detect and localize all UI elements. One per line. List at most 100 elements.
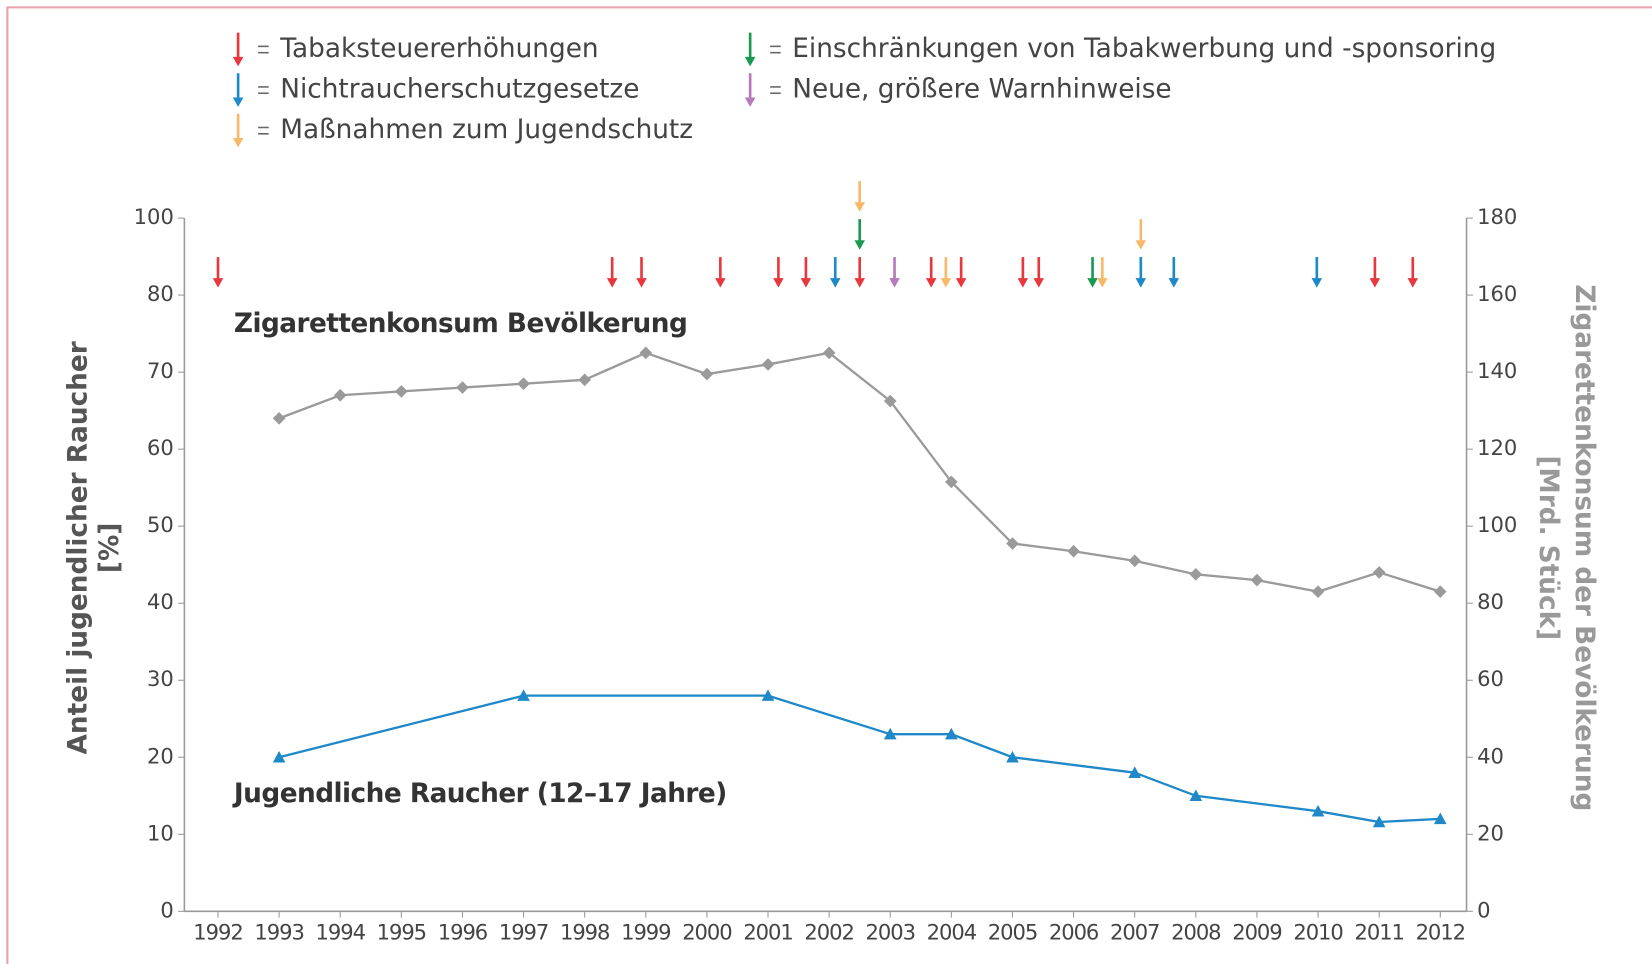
data-point bbox=[333, 388, 347, 402]
y2-tick-label: 160 bbox=[1477, 281, 1517, 306]
y-tick-label: 60 bbox=[147, 435, 174, 460]
x-tick-label: 2000 bbox=[682, 919, 731, 944]
arrow-head bbox=[1033, 278, 1045, 288]
event-arrow bbox=[1097, 257, 1108, 288]
event-arrow bbox=[1033, 257, 1045, 288]
data-point bbox=[761, 689, 775, 701]
arrow-head bbox=[940, 278, 952, 288]
y-tick-label: 40 bbox=[147, 589, 174, 614]
data-point bbox=[1128, 766, 1142, 778]
event-arrow bbox=[715, 257, 726, 288]
x-tick-label: 2009 bbox=[1232, 919, 1281, 944]
x-tick-label: 1995 bbox=[377, 919, 426, 944]
data-point bbox=[456, 381, 469, 394]
x-tick-label: 2004 bbox=[927, 919, 977, 944]
data-point bbox=[1250, 573, 1264, 587]
arrow-head bbox=[1311, 278, 1323, 288]
data-point bbox=[1311, 585, 1325, 598]
data-point bbox=[578, 373, 592, 387]
arrow-head bbox=[773, 278, 784, 288]
event-arrow bbox=[744, 73, 756, 107]
event-arrow bbox=[1369, 257, 1381, 288]
event-arrow bbox=[212, 257, 224, 288]
x-tick-label: 1999 bbox=[621, 919, 670, 944]
y2-tick-label: 80 bbox=[1477, 589, 1504, 614]
event-arrow bbox=[925, 257, 937, 288]
x-tick-label: 1992 bbox=[193, 919, 242, 944]
event-arrow bbox=[1407, 257, 1419, 288]
event-arrow bbox=[232, 32, 244, 67]
x-tick-label: 1996 bbox=[438, 919, 488, 944]
y2-tick-label: 40 bbox=[1477, 743, 1504, 768]
data-point bbox=[639, 346, 653, 360]
event-arrow bbox=[773, 257, 784, 288]
data-point bbox=[1433, 812, 1447, 825]
x-tick-label: 2012 bbox=[1416, 919, 1465, 944]
y2-tick-label: 140 bbox=[1477, 358, 1517, 383]
x-tick-label: 2011 bbox=[1354, 919, 1403, 944]
frame bbox=[6, 6, 1652, 964]
data-point bbox=[883, 727, 897, 740]
y-tick-label: 20 bbox=[147, 743, 174, 768]
arrow-head bbox=[1135, 240, 1147, 250]
arrow-head bbox=[854, 240, 865, 250]
event-arrow bbox=[854, 257, 865, 288]
arrow-head bbox=[854, 202, 865, 212]
event-arrow bbox=[636, 257, 647, 288]
arrow-head bbox=[1017, 278, 1029, 288]
event-arrow bbox=[854, 219, 865, 250]
series-label: Jugendliche Raucher (12–17 Jahre) bbox=[232, 779, 727, 809]
arrow-head bbox=[1369, 278, 1381, 288]
y2-axis-title: [Mrd. Stück] bbox=[1533, 456, 1563, 641]
x-tick-label: 1997 bbox=[499, 919, 548, 944]
data-point bbox=[1372, 815, 1386, 828]
x-tick-label: 2008 bbox=[1171, 919, 1220, 944]
arrow-head bbox=[1135, 278, 1147, 288]
data-point bbox=[517, 377, 530, 391]
event-arrow bbox=[829, 257, 841, 288]
arrow-head bbox=[232, 56, 244, 67]
event-arrow bbox=[1311, 257, 1323, 288]
arrow-head bbox=[800, 278, 812, 288]
legend-label: Nichtraucherschutzgesetze bbox=[280, 75, 639, 105]
event-arrow bbox=[940, 257, 952, 288]
arrow-head bbox=[925, 278, 937, 288]
data-point bbox=[945, 727, 958, 740]
arrow-head bbox=[232, 138, 244, 148]
series-line bbox=[278, 351, 1441, 593]
event-arrow bbox=[232, 113, 244, 148]
event-arrow bbox=[889, 257, 900, 288]
arrow-head bbox=[1097, 278, 1108, 288]
arrow-head bbox=[232, 97, 244, 107]
data-point bbox=[395, 385, 408, 398]
arrow-head bbox=[212, 278, 224, 288]
y2-tick-label: 60 bbox=[1477, 666, 1504, 691]
data-point bbox=[1128, 554, 1142, 568]
event-arrow bbox=[854, 181, 865, 212]
arrow-head bbox=[744, 97, 756, 107]
arrow-head bbox=[715, 278, 726, 288]
event-arrow bbox=[744, 32, 756, 67]
data-point bbox=[1311, 804, 1325, 817]
y2-tick-label: 0 bbox=[1477, 897, 1490, 922]
y-tick-label: 0 bbox=[160, 897, 173, 922]
y2-axis-title: Zigarettenkonsum der Bevölkerung bbox=[1569, 284, 1599, 811]
arrow-head bbox=[1168, 278, 1180, 288]
legend-label: Neue, größere Warnhinweise bbox=[792, 75, 1171, 105]
x-tick-label: 2010 bbox=[1293, 919, 1342, 944]
arrow-head bbox=[1087, 278, 1098, 288]
y2-tick-label: 120 bbox=[1477, 435, 1517, 460]
y2-tick-label: 20 bbox=[1477, 820, 1504, 845]
data-point bbox=[1433, 585, 1447, 598]
data-point bbox=[272, 750, 286, 763]
y2-tick-label: 180 bbox=[1477, 204, 1517, 229]
x-tick-label: 2003 bbox=[866, 919, 915, 944]
event-arrow bbox=[1135, 219, 1147, 250]
x-tick-label: 2007 bbox=[1110, 919, 1159, 944]
event-arrow bbox=[1087, 257, 1098, 288]
arrow-head bbox=[636, 278, 647, 288]
y-tick-label: 50 bbox=[147, 512, 174, 537]
x-tick-label: 2005 bbox=[988, 919, 1037, 944]
